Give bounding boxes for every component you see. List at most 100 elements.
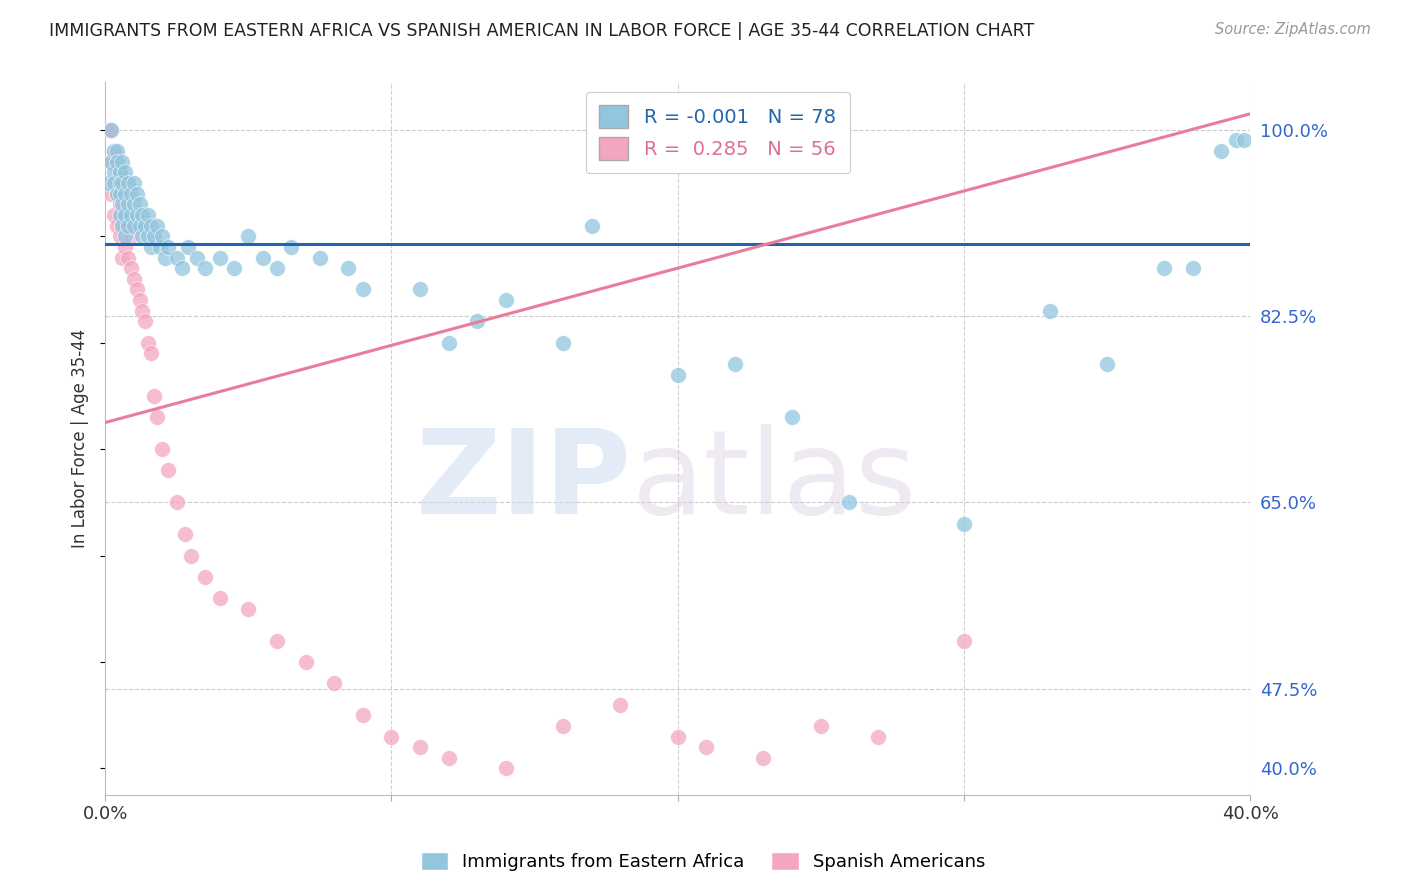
Point	[105, 144, 128, 158]
Point	[120, 186, 142, 201]
Point	[120, 261, 142, 276]
Point	[128, 219, 150, 233]
Point	[131, 229, 153, 244]
Point	[838, 495, 860, 509]
Point	[1233, 133, 1256, 147]
Point	[105, 219, 128, 233]
Point	[108, 208, 131, 222]
Text: atlas: atlas	[631, 424, 917, 539]
Point	[152, 229, 174, 244]
Point	[666, 368, 689, 382]
Point	[157, 463, 180, 477]
Point	[128, 293, 150, 307]
Point	[111, 186, 134, 201]
Point	[105, 154, 128, 169]
Point	[380, 730, 402, 744]
Point	[952, 516, 974, 531]
Point	[111, 219, 134, 233]
Point	[337, 261, 360, 276]
Point	[149, 240, 172, 254]
Point	[111, 251, 134, 265]
Point	[97, 123, 120, 137]
Point	[208, 251, 231, 265]
Point	[495, 761, 517, 775]
Point	[266, 261, 288, 276]
Point	[266, 633, 288, 648]
Point	[114, 186, 136, 201]
Point	[136, 229, 159, 244]
Point	[194, 570, 217, 584]
Point	[103, 144, 125, 158]
Point	[139, 240, 162, 254]
Point	[103, 176, 125, 190]
Point	[105, 186, 128, 201]
Point	[108, 165, 131, 179]
Point	[252, 251, 274, 265]
Point	[120, 208, 142, 222]
Point	[145, 219, 167, 233]
Point	[238, 229, 260, 244]
Point	[553, 335, 575, 350]
Legend: R = -0.001   N = 78, R =  0.285   N = 56: R = -0.001 N = 78, R = 0.285 N = 56	[586, 92, 849, 173]
Point	[695, 740, 717, 755]
Point	[114, 165, 136, 179]
Point	[581, 219, 603, 233]
Point	[128, 197, 150, 211]
Point	[120, 229, 142, 244]
Point	[122, 272, 145, 286]
Point	[666, 730, 689, 744]
Legend: Immigrants from Eastern Africa, Spanish Americans: Immigrants from Eastern Africa, Spanish …	[413, 845, 993, 879]
Point	[142, 229, 165, 244]
Point	[97, 176, 120, 190]
Point	[100, 154, 122, 169]
Point	[752, 751, 775, 765]
Point	[114, 208, 136, 222]
Point	[280, 240, 302, 254]
Text: Source: ZipAtlas.com: Source: ZipAtlas.com	[1215, 22, 1371, 37]
Point	[810, 719, 832, 733]
Point	[186, 251, 208, 265]
Point	[1181, 261, 1204, 276]
Point	[117, 176, 139, 190]
Point	[108, 165, 131, 179]
Point	[166, 495, 188, 509]
Point	[108, 229, 131, 244]
Point	[117, 219, 139, 233]
Point	[131, 303, 153, 318]
Y-axis label: In Labor Force | Age 35-44: In Labor Force | Age 35-44	[72, 329, 89, 548]
Point	[780, 410, 803, 425]
Point	[352, 708, 374, 723]
Point	[152, 442, 174, 457]
Point	[437, 751, 460, 765]
Point	[117, 197, 139, 211]
Point	[1211, 144, 1233, 158]
Point	[134, 314, 156, 328]
Point	[172, 261, 194, 276]
Point	[131, 208, 153, 222]
Point	[105, 154, 128, 169]
Point	[139, 219, 162, 233]
Point	[409, 740, 432, 755]
Point	[114, 240, 136, 254]
Point	[155, 251, 177, 265]
Point	[100, 123, 122, 137]
Point	[125, 283, 148, 297]
Point	[308, 251, 330, 265]
Point	[125, 186, 148, 201]
Point	[125, 208, 148, 222]
Point	[103, 144, 125, 158]
Point	[180, 549, 202, 563]
Point	[122, 219, 145, 233]
Point	[553, 719, 575, 733]
Text: ZIP: ZIP	[416, 424, 631, 539]
Point	[352, 283, 374, 297]
Point	[103, 208, 125, 222]
Point	[145, 410, 167, 425]
Point	[122, 176, 145, 190]
Point	[139, 346, 162, 360]
Point	[1225, 133, 1247, 147]
Point	[103, 165, 125, 179]
Point	[108, 197, 131, 211]
Point	[1095, 357, 1118, 371]
Point	[157, 240, 180, 254]
